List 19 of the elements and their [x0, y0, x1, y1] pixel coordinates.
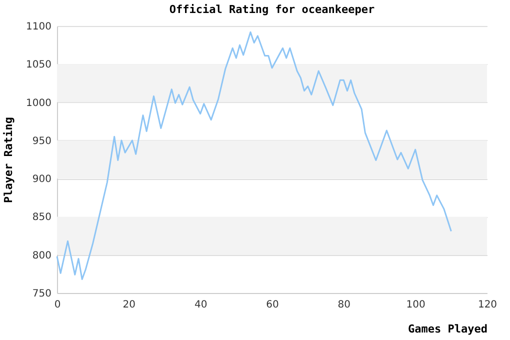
x-tick-label: 120	[478, 300, 498, 310]
x-tick-label: 0	[54, 300, 61, 310]
y-tick-label: 750	[32, 288, 52, 300]
x-axis-title: Games Played	[408, 322, 488, 336]
x-tick-label: 40	[194, 300, 208, 310]
y-tick-label: 950	[32, 136, 52, 147]
y-tick-label: 1050	[26, 60, 52, 71]
y-tick-label: 1100	[26, 22, 52, 32]
chart-title: Official Rating for oceankeeper	[169, 3, 376, 16]
x-tick-label: 20	[122, 300, 136, 310]
x-tick-label: 80	[338, 300, 351, 310]
line-series	[56, 31, 452, 280]
y-tick-label: 900	[32, 174, 52, 186]
x-tick-label: 100	[406, 300, 426, 310]
x-tick-label: 60	[266, 300, 279, 310]
y-tick-label: 800	[32, 250, 52, 262]
y-tick-label: 1000	[26, 98, 52, 109]
y-tick-label: 850	[32, 212, 52, 224]
y-axis-title: Player Rating	[2, 116, 16, 204]
